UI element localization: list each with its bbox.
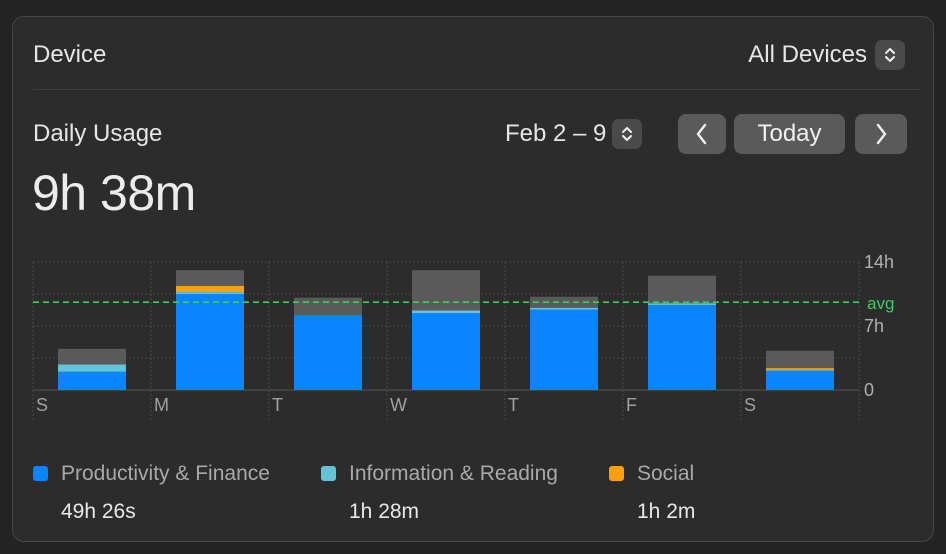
legend-value: 1h 2m <box>637 500 696 523</box>
bar-segment <box>530 307 598 310</box>
bar-segment <box>412 310 480 314</box>
chevron-up-down-icon <box>612 119 643 149</box>
y-tick-label: 7h <box>864 316 884 336</box>
bar-segment <box>176 294 244 390</box>
bar-segment <box>58 371 126 390</box>
legend-name: Productivity & Finance <box>61 462 270 485</box>
bar-segment <box>648 304 716 390</box>
bar-segment <box>412 313 480 390</box>
x-tick-label: T <box>508 395 519 415</box>
bar-segment <box>58 364 126 372</box>
device-select-value: All Devices <box>748 41 867 68</box>
x-tick-label: M <box>154 395 169 415</box>
bar-segment <box>294 315 362 390</box>
chevron-up-down-icon <box>875 40 905 70</box>
legend-swatch <box>33 466 48 481</box>
device-select[interactable]: All Devices <box>748 39 905 71</box>
daily-usage-label: Daily Usage <box>33 120 163 147</box>
y-tick-label: 14h <box>864 252 894 272</box>
bar-segment <box>648 275 716 304</box>
next-week-button[interactable] <box>855 114 907 154</box>
daily-usage-total: 9h 38m <box>32 165 196 221</box>
device-label: Device <box>33 41 107 68</box>
screen-time-panel: Device All Devices Daily Usage 9h 38m Fe… <box>12 16 934 542</box>
device-row: Device All Devices <box>33 39 905 71</box>
date-range-select[interactable]: Feb 2 – 9 <box>505 118 643 150</box>
y-tick-label: 0 <box>864 380 874 400</box>
divider <box>33 89 921 90</box>
average-label: avg <box>867 294 894 313</box>
legend-value: 1h 28m <box>349 500 420 523</box>
x-tick-label: T <box>272 395 283 415</box>
legend-name: Social <box>637 462 695 485</box>
bar-segment <box>412 270 480 311</box>
x-tick-label: W <box>390 395 407 415</box>
chevron-right-icon <box>876 123 887 145</box>
bar-segment <box>766 350 834 369</box>
legend-name: Information & Reading <box>349 462 558 485</box>
x-tick-label: S <box>36 395 48 415</box>
date-range-value: Feb 2 – 9 <box>505 120 607 147</box>
bar-segment <box>294 297 362 316</box>
legend-swatch <box>609 466 624 481</box>
bar-segment <box>530 309 598 390</box>
legend-value: 49h 26s <box>61 500 136 523</box>
bar-segment <box>176 292 244 294</box>
previous-week-button[interactable] <box>678 114 726 154</box>
chevron-left-icon <box>696 123 707 145</box>
bar-segment <box>58 348 126 365</box>
bar-segment <box>176 285 244 293</box>
bar-segment <box>176 270 244 286</box>
today-button[interactable]: Today <box>734 114 845 154</box>
legend-swatch <box>321 466 336 481</box>
bar-segment <box>766 370 834 390</box>
bar-segment <box>766 368 834 370</box>
x-tick-label: S <box>744 395 756 415</box>
bar-segment <box>766 369 834 371</box>
x-tick-label: F <box>626 395 637 415</box>
bar-segment <box>648 303 716 305</box>
